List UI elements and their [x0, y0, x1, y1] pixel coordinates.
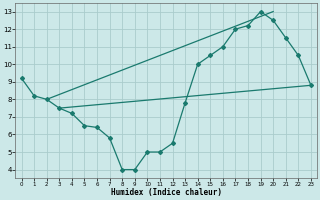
X-axis label: Humidex (Indice chaleur): Humidex (Indice chaleur): [111, 188, 222, 197]
